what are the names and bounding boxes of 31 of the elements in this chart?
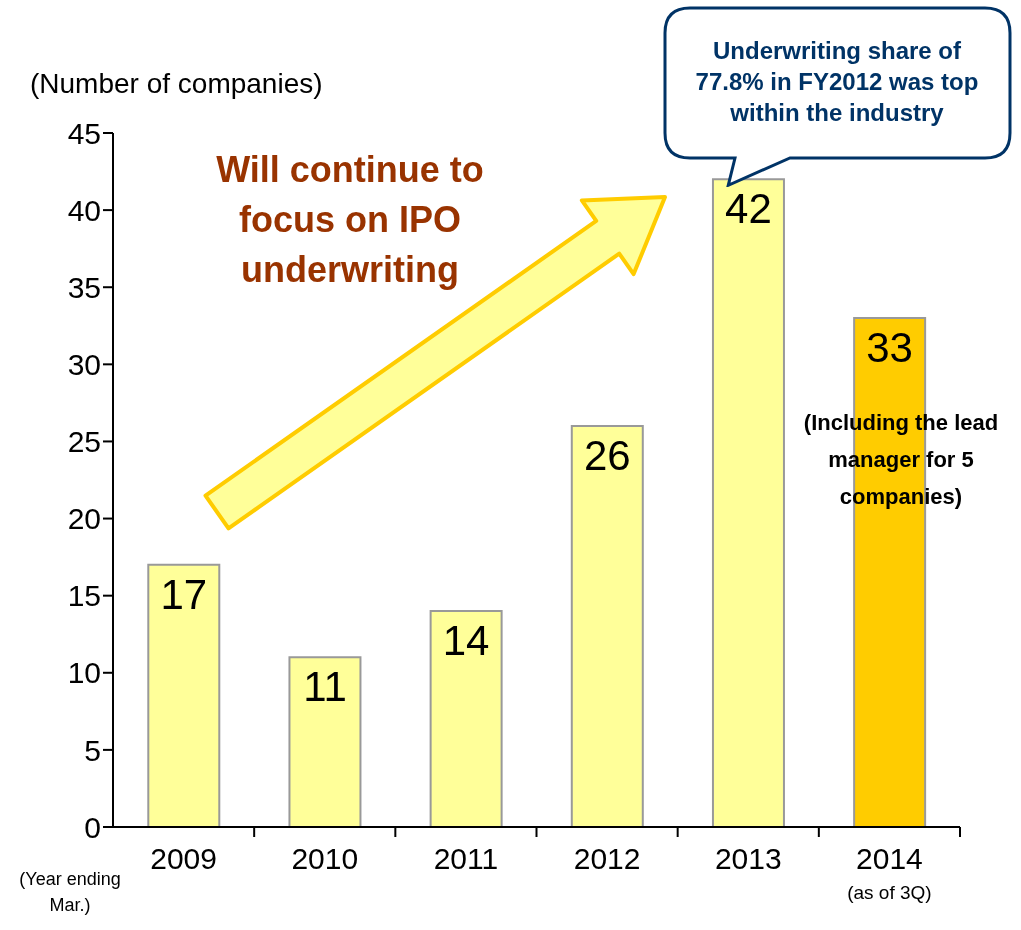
y-tick-label: 0 [84,810,101,844]
y-tick-label: 40 [67,193,101,227]
x-tick-label: 2014 (as of 3Q) [847,842,932,903]
y-tick-label: 45 [67,116,101,150]
data-label: 14 [442,616,490,664]
y-tick-label: 15 [67,579,101,613]
y-tick-label: 5 [84,733,101,767]
data-label: 33 [866,323,913,371]
annotation: Will continue to focus on IPO underwriting [215,148,485,292]
bar [147,563,221,827]
bar [429,610,503,827]
y-axis-title: (Number of companies) [30,68,323,100]
y-tick-label: 25 [67,425,101,459]
x-tick-label: 2013 [714,842,782,875]
annotation: Underwriting share of 77.8% in FY2012 was top within the industry [694,36,980,128]
x-axis-title: (Year ending Mar.) [18,868,122,917]
data-label: 17 [160,570,208,618]
x-tick-label: 2009 [150,842,217,875]
y-tick-label: 10 [67,656,101,690]
y-tick-label: 20 [67,502,101,536]
x-tick-label: 2012 [573,842,641,875]
y-tick-label: 35 [67,270,101,304]
data-label: 42 [725,185,772,233]
x-tick-label: 2011 [433,842,499,875]
x-tick-label: 2010 [291,842,359,875]
data-label: 11 [303,663,347,711]
y-tick-label: 30 [67,347,101,381]
bar [570,425,644,827]
data-label: 26 [583,431,631,479]
bar [711,178,785,827]
bar [288,656,362,827]
